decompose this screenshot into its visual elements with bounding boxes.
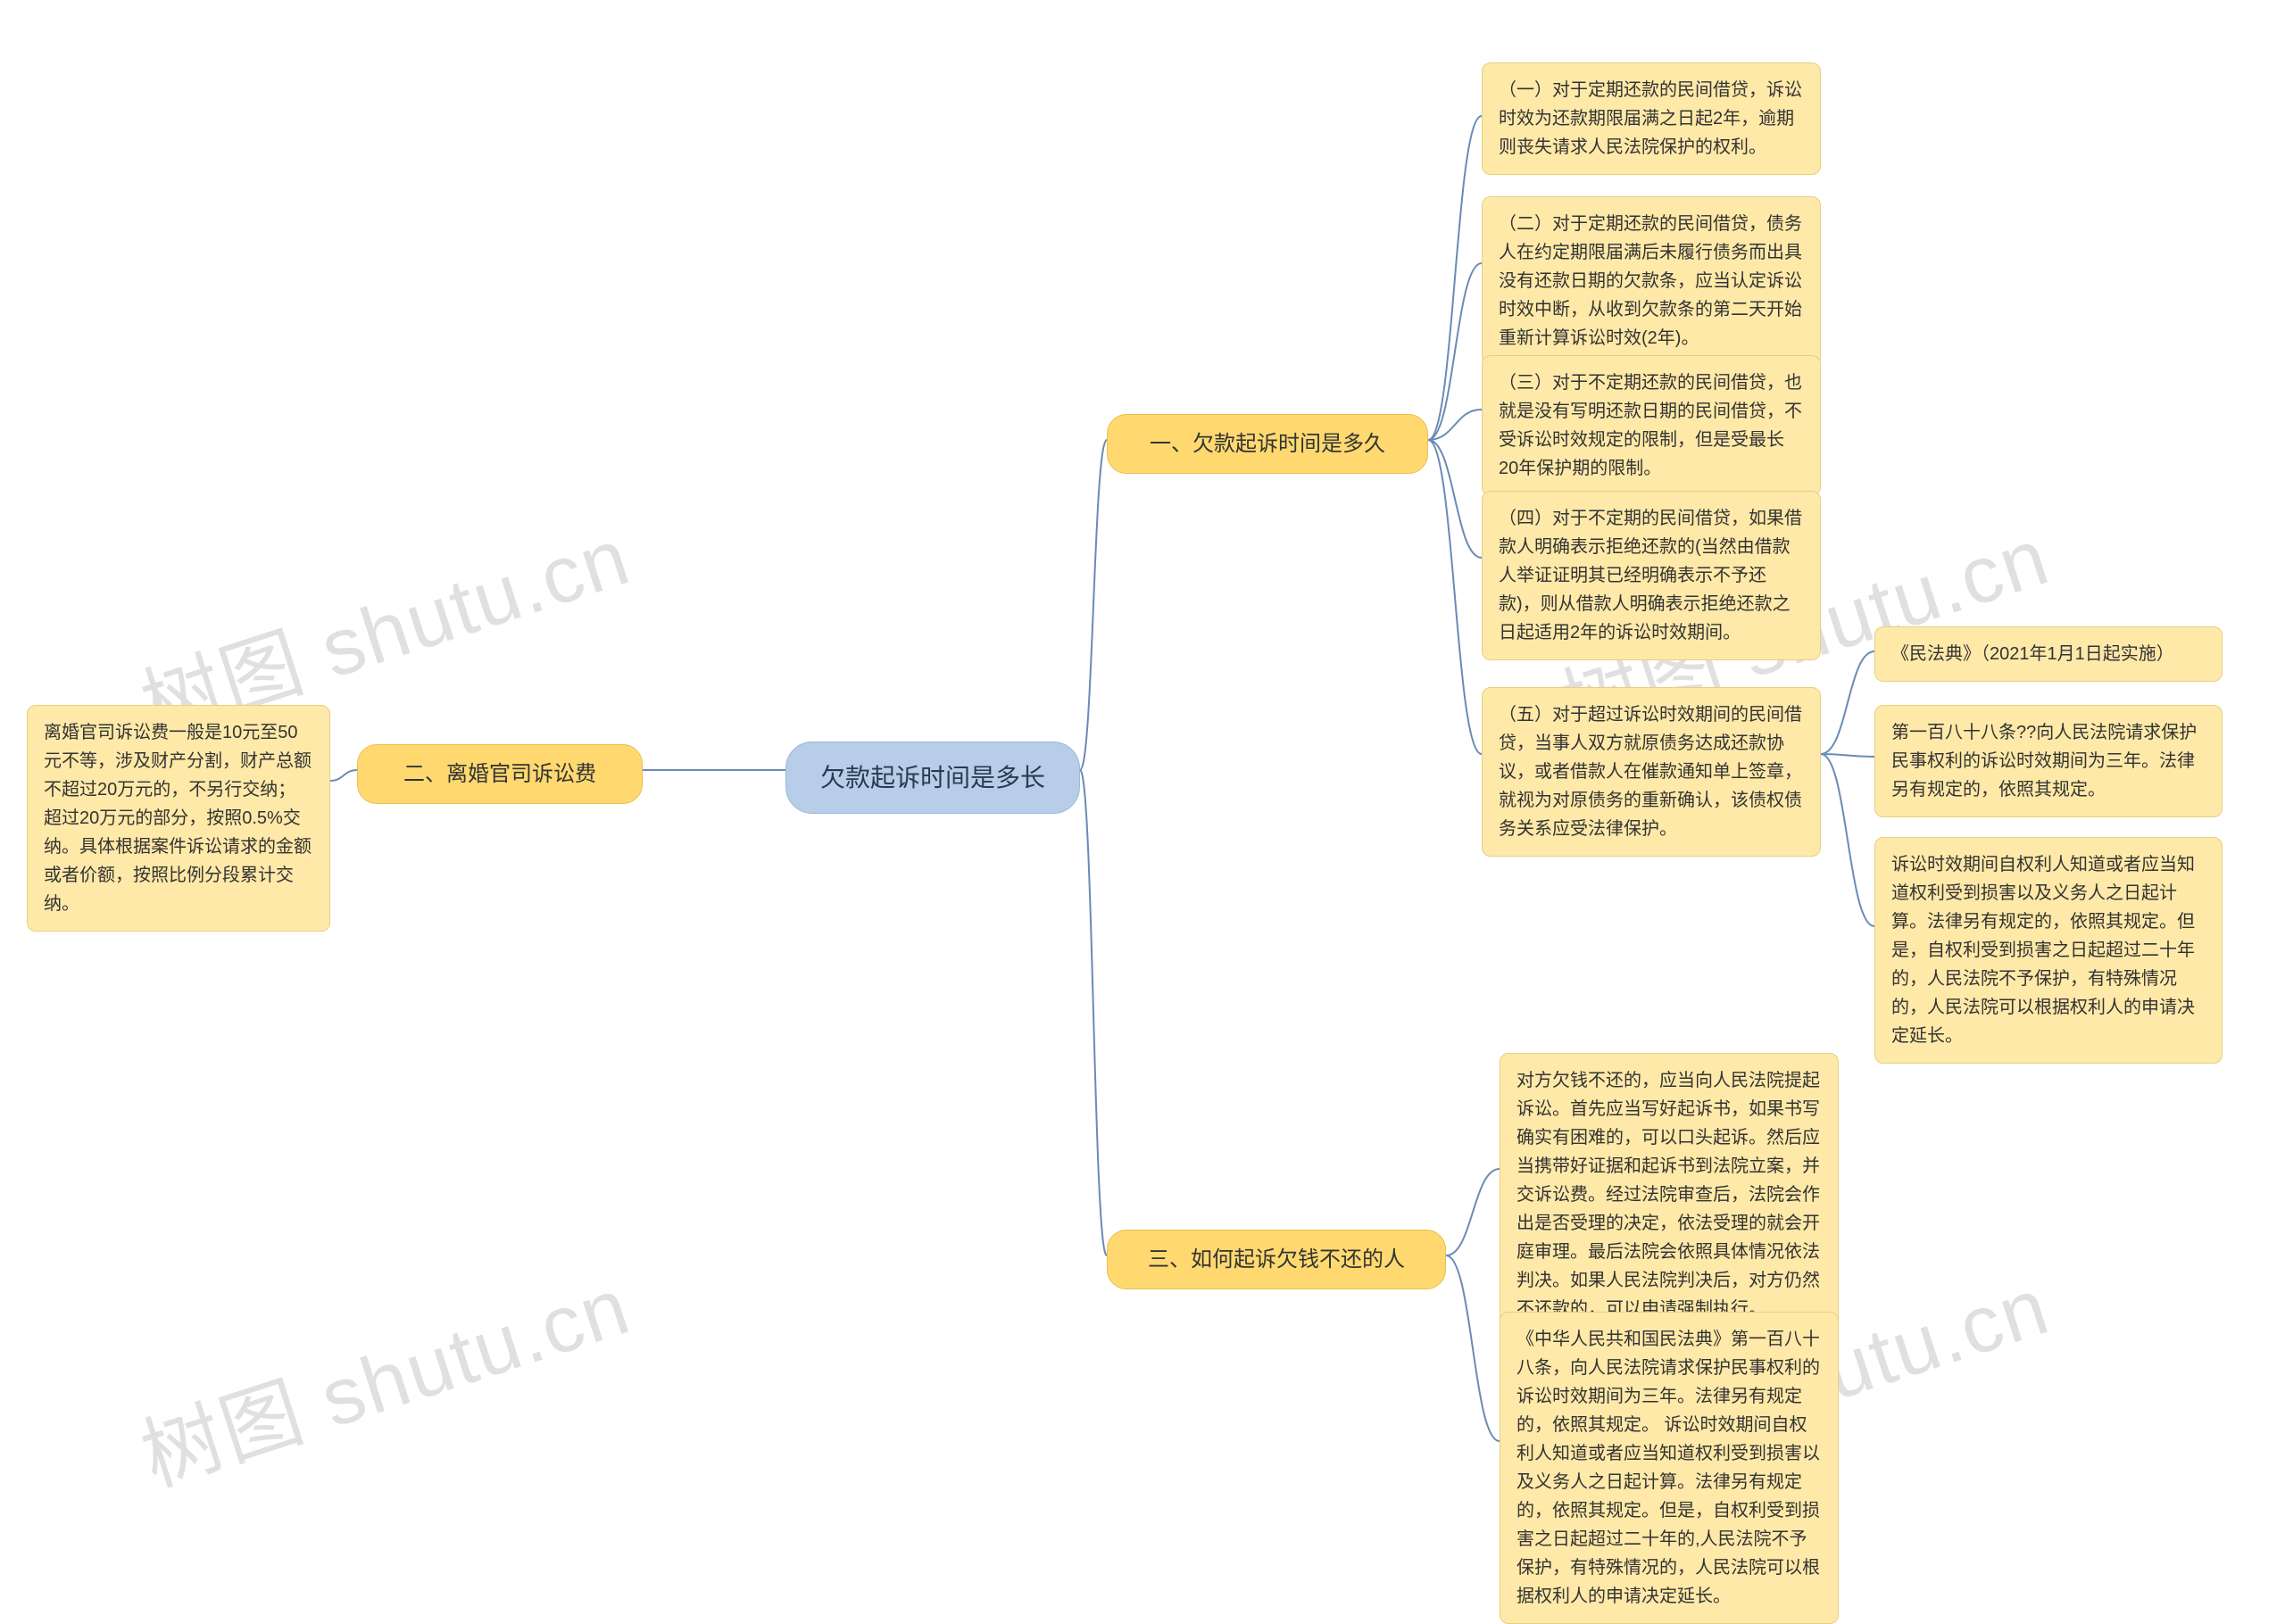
leaf-node-b1-5[interactable]: （五）对于超过诉讼时效期间的民间借贷，当事人双方就原债务达成还款协议，或者借款人… [1482,687,1821,857]
leaf-node-b1-1[interactable]: （一）对于定期还款的民间借贷，诉讼时效为还款期限届满之日起2年，逾期则丧失请求人… [1482,62,1821,175]
branch-node-1[interactable]: 一、欠款起诉时间是多久 [1107,414,1428,474]
leaf-node-b1-2[interactable]: （二）对于定期还款的民间借贷，债务人在约定期限届满后未履行债务而出具没有还款日期… [1482,196,1821,366]
leaf-node-b2-1[interactable]: 离婚官司诉讼费一般是10元至50元不等，涉及财产分割，财产总额不超过20万元的，… [27,705,330,932]
leaf-node-b3-2[interactable]: 《中华人民共和国民法典》第一百八十八条，向人民法院请求保护民事权利的诉讼时效期间… [1500,1312,1839,1624]
watermark-3: 树图 shutu.cn [125,1241,643,1508]
mindmap-root-node[interactable]: 欠款起诉时间是多长 [785,742,1080,814]
mindmap-canvas: 树图 shutu.cn 树图 shutu.cn 树图 shutu.cn 树图 s… [0,0,2285,1512]
branch-node-2[interactable]: 二、离婚官司诉讼费 [357,744,643,804]
leaf-node-b3-1[interactable]: 对方欠钱不还的，应当向人民法院提起诉讼。首先应当写好起诉书，如果书写确实有困难的… [1500,1053,1839,1337]
leaf-node-b1-5-child-2[interactable]: 第一百八十八条??向人民法院请求保护民事权利的诉讼时效期间为三年。法律另有规定的… [1874,705,2223,817]
leaf-node-b1-3[interactable]: （三）对于不定期还款的民间借贷，也就是没有写明还款日期的民间借贷，不受诉讼时效规… [1482,355,1821,496]
leaf-node-b1-5-child-3[interactable]: 诉讼时效期间自权利人知道或者应当知道权利受到损害以及义务人之日起计算。法律另有规… [1874,837,2223,1064]
branch-node-3[interactable]: 三、如何起诉欠钱不还的人 [1107,1230,1446,1289]
leaf-node-b1-4[interactable]: （四）对于不定期的民间借贷，如果借款人明确表示拒绝还款的(当然由借款人举证证明其… [1482,491,1821,660]
leaf-node-b1-5-child-1[interactable]: 《民法典》（2021年1月1日起实施） [1874,626,2223,682]
